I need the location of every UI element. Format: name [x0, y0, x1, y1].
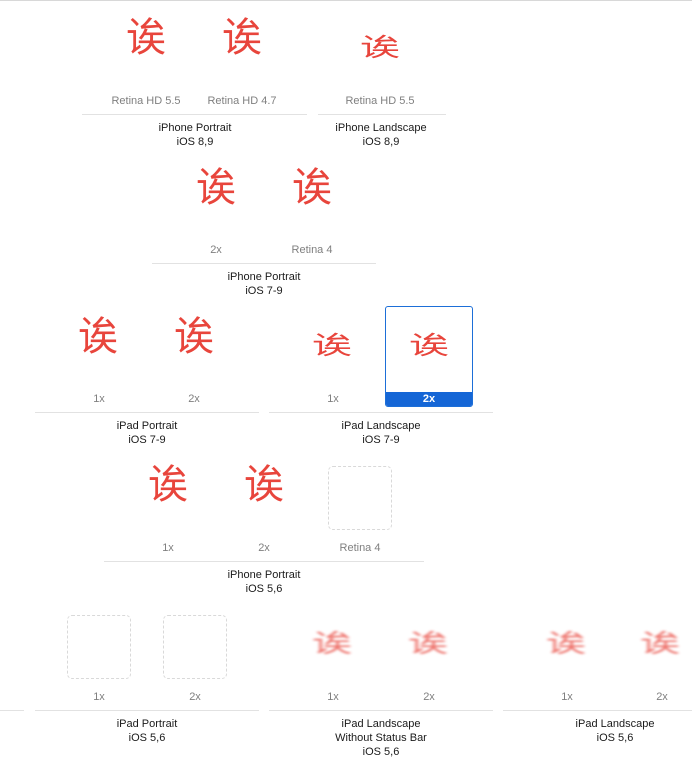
slot-label: 2x — [656, 691, 668, 703]
group-subtitle: iOS 8,9 — [362, 136, 400, 148]
group-subtitle: iOS 8,9 — [176, 136, 214, 148]
slot-label: 1x — [162, 542, 174, 554]
launch-image-icon[interactable]: 诶 — [312, 629, 352, 659]
group-subtitle: iOS 5,6 — [245, 583, 283, 595]
group-separator — [82, 114, 307, 115]
empty-image-well[interactable] — [67, 615, 131, 679]
empty-image-well[interactable] — [328, 466, 392, 530]
group-title: iPhone Landscape — [335, 122, 427, 134]
group-title: iPad Portrait — [116, 420, 178, 432]
slot-label: 1x — [561, 691, 573, 703]
launch-image-icon[interactable]: 诶 — [222, 15, 262, 61]
launch-image-icon[interactable]: 诶 — [244, 462, 284, 508]
group-separator — [35, 412, 259, 413]
launch-image-icon[interactable]: 诶 — [408, 629, 448, 659]
slot-label: 2x — [210, 244, 222, 256]
launch-image-icon[interactable]: 诶 — [148, 462, 188, 508]
group-title: iPhone Portrait — [227, 569, 301, 581]
group-title: iPad Landscape — [575, 718, 655, 730]
launch-image-icon: 诶 — [409, 331, 449, 361]
launch-image-icon[interactable]: 诶 — [174, 314, 214, 360]
slot-label: 2x — [188, 393, 200, 405]
slot-label: 1x — [93, 691, 105, 703]
slot-label: Retina HD 4.7 — [207, 95, 277, 107]
selected-slot-label: 2x — [386, 392, 472, 406]
group-title-line2: Without Status Bar — [335, 732, 427, 744]
slot-label: Retina 4 — [291, 244, 333, 256]
group-separator — [0, 710, 24, 711]
group-title: iPad Landscape — [341, 420, 421, 432]
selected-image-well[interactable]: 诶 2x — [385, 306, 473, 407]
group-title: iPhone Portrait — [158, 122, 232, 134]
group-separator — [269, 412, 493, 413]
group-separator — [152, 263, 376, 264]
launch-image-icon[interactable]: 诶 — [640, 629, 680, 659]
group-title: iPad Landscape — [341, 718, 421, 730]
slot-label: Retina 4 — [339, 542, 381, 554]
slot-label: 1x — [93, 393, 105, 405]
group-subtitle: iOS 5,6 — [128, 732, 166, 744]
group-subtitle: iOS 7-9 — [245, 285, 283, 297]
launch-image-icon[interactable]: 诶 — [292, 165, 332, 211]
group-subtitle: iOS 7-9 — [128, 434, 166, 446]
group-subtitle: iOS 7-9 — [362, 434, 400, 446]
launch-image-icon[interactable]: 诶 — [360, 33, 400, 63]
slot-label: 2x — [423, 691, 435, 703]
slot-label: 2x — [258, 542, 270, 554]
group-separator — [35, 710, 259, 711]
group-subtitle: iOS 5,6 — [362, 746, 400, 758]
launch-image-icon[interactable]: 诶 — [312, 331, 352, 361]
group-separator — [503, 710, 692, 711]
slot-label: 1x — [327, 393, 339, 405]
group-subtitle: iOS 5,6 — [596, 732, 634, 744]
slot-label: Retina HD 5.5 — [345, 95, 415, 107]
group-separator — [269, 710, 493, 711]
slot-label: 1x — [327, 691, 339, 703]
launch-image-icon[interactable]: 诶 — [78, 314, 118, 360]
group-title: iPhone Portrait — [227, 271, 301, 283]
launch-image-icon[interactable]: 诶 — [546, 629, 586, 659]
slot-label: 2x — [189, 691, 201, 703]
top-border — [0, 0, 692, 1]
group-separator — [318, 114, 446, 115]
group-separator — [104, 561, 424, 562]
slot-label: Retina HD 5.5 — [111, 95, 181, 107]
launch-image-icon[interactable]: 诶 — [196, 165, 236, 211]
empty-image-well[interactable] — [163, 615, 227, 679]
launch-image-icon[interactable]: 诶 — [126, 15, 166, 61]
group-title: iPad Portrait — [116, 718, 178, 730]
